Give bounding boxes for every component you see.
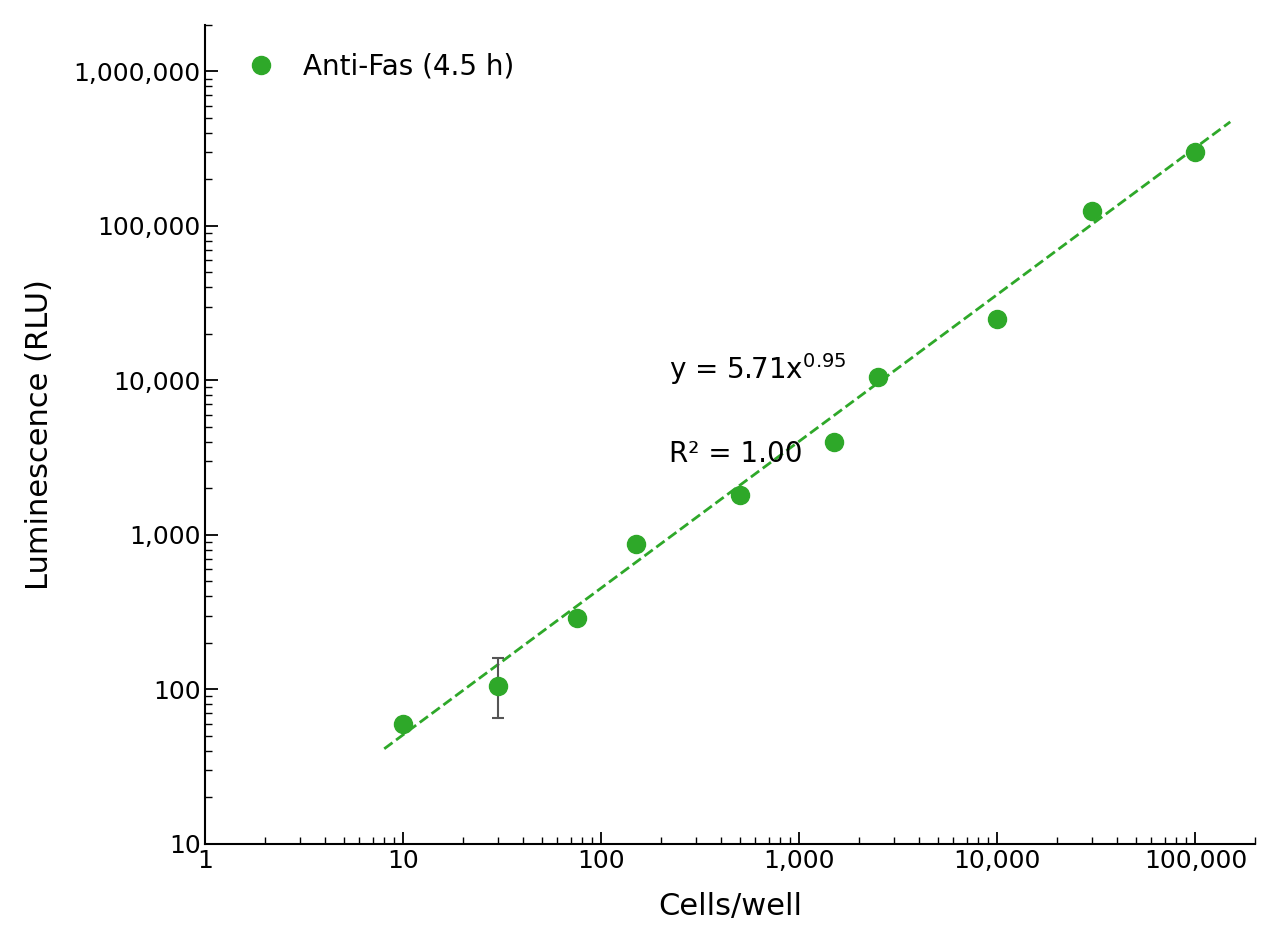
Anti-Fas (4.5 h) bbox=[1188, 147, 1203, 158]
Y-axis label: Luminescence (RLU): Luminescence (RLU) bbox=[26, 279, 54, 589]
Anti-Fas (4.5 h) bbox=[870, 372, 886, 383]
Anti-Fas (4.5 h) bbox=[628, 538, 644, 550]
X-axis label: Cells/well: Cells/well bbox=[658, 892, 803, 921]
Line: Anti-Fas (4.5 h): Anti-Fas (4.5 h) bbox=[394, 143, 1204, 732]
Anti-Fas (4.5 h) bbox=[989, 313, 1005, 324]
Legend: Anti-Fas (4.5 h): Anti-Fas (4.5 h) bbox=[219, 39, 527, 95]
Anti-Fas (4.5 h) bbox=[490, 680, 506, 692]
Text: y = 5.71x$^{0.95}$: y = 5.71x$^{0.95}$ bbox=[669, 352, 846, 388]
Anti-Fas (4.5 h) bbox=[732, 490, 748, 501]
Anti-Fas (4.5 h) bbox=[570, 612, 585, 623]
Anti-Fas (4.5 h) bbox=[827, 436, 842, 447]
Anti-Fas (4.5 h) bbox=[396, 718, 411, 729]
Anti-Fas (4.5 h) bbox=[1084, 205, 1100, 217]
Text: R² = 1.00: R² = 1.00 bbox=[669, 440, 803, 468]
